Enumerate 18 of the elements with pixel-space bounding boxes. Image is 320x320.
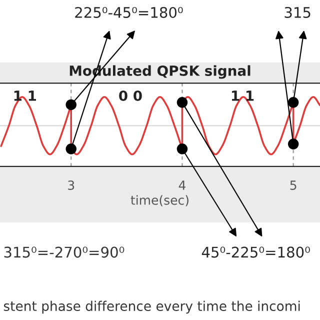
point: [66, 99, 76, 110]
annotation: 0 0: [119, 90, 142, 101]
point: [176, 144, 188, 154]
annotation: 1 1: [232, 90, 254, 101]
annotation: 45⁰-225⁰=180⁰: [202, 246, 310, 258]
point: [288, 138, 299, 150]
text: stent phase difference every time the incomi: [4, 300, 300, 314]
annotation: 315: [284, 6, 310, 18]
text: 315⁰=-270⁰=90⁰: [4, 246, 124, 258]
x-axis-title: time(sec): [130, 195, 188, 206]
point: [66, 144, 76, 154]
x-tick-label: 5: [290, 180, 296, 190]
x-tick-label: 4: [178, 180, 186, 190]
x-tick-label: 3: [68, 180, 74, 190]
point: [176, 97, 188, 108]
point: [288, 97, 299, 108]
annotation: 1 1: [14, 90, 36, 101]
annotation: 225⁰-45⁰=180⁰: [75, 6, 183, 18]
